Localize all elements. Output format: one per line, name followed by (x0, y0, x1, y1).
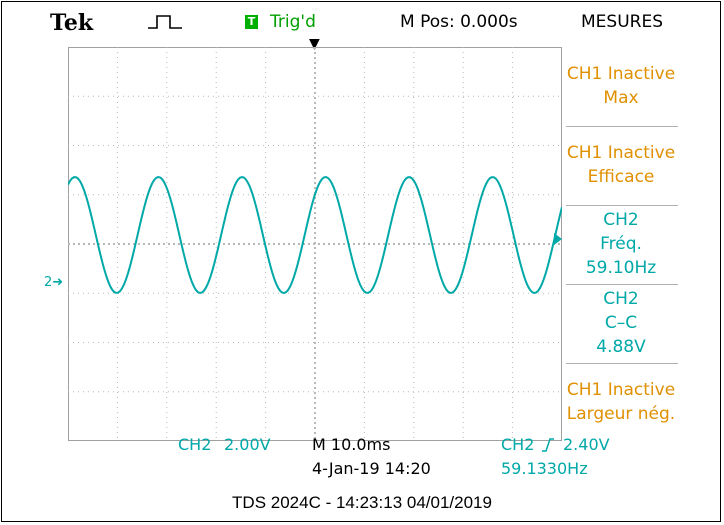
measure-1[interactable]: CH1 Inactive Max (562, 47, 680, 125)
measure-4-source: CH2 (603, 289, 639, 309)
main-position: M Pos: 0.000s (400, 12, 518, 32)
brand-logo: Tek (50, 10, 94, 36)
divider (566, 205, 678, 206)
menu-title: MESURES (581, 12, 663, 32)
trigger-level: 2.40V (563, 435, 610, 454)
graticule-grid (68, 47, 562, 441)
measure-4-type: C–C (604, 313, 638, 333)
trigger-source: CH2 (501, 435, 535, 454)
footer-caption: TDS 2024C - 14:23:13 04/01/2019 (232, 493, 492, 512)
trigger-level-marker (554, 233, 562, 245)
ch2-ground-marker: 2➜ (44, 275, 64, 290)
measure-5[interactable]: CH1 Inactive Largeur nég. (562, 363, 680, 441)
measure-3-source: CH2 (603, 210, 639, 230)
ch2-scale: 2.00V (224, 435, 271, 454)
scope-screen: Tek T Trig'd M Pos: 0.000s MESURES ▼ 2➜ … (44, 10, 680, 488)
ch2-waveform (68, 175, 562, 295)
measure-4-value: 4.88V (596, 337, 646, 357)
trigger-frequency: 59.1330Hz (501, 459, 588, 478)
measure-5-source: CH1 Inactive (566, 380, 676, 400)
waveform-graticule (68, 47, 562, 441)
measure-3[interactable]: CH2 Fréq. 59.10Hz (562, 205, 680, 283)
measure-4[interactable]: CH2 C–C 4.88V (562, 284, 680, 362)
rising-edge-icon (542, 438, 554, 452)
trigger-position-marker: ▼ (309, 36, 320, 52)
trigger-status: Trig'd (270, 12, 316, 32)
measure-2[interactable]: CH1 Inactive Efficace (562, 126, 680, 204)
pulse-icon (148, 15, 182, 29)
measure-2-type: Efficace (587, 167, 655, 187)
measure-5-type: Largeur nég. (566, 404, 676, 424)
divider (566, 126, 678, 127)
measure-1-type: Max (603, 88, 639, 108)
ch2-label: CH2 (178, 435, 212, 454)
divider (566, 363, 678, 364)
measure-3-type: Fréq. (600, 234, 642, 254)
date-time: 4-Jan-19 14:20 (312, 459, 431, 478)
measure-2-source: CH1 Inactive (566, 143, 676, 163)
measure-1-source: CH1 Inactive (566, 64, 676, 84)
trigger-status-icon: T (245, 15, 258, 29)
measure-3-value: 59.10Hz (585, 258, 657, 278)
divider (566, 284, 678, 285)
timebase: M 10.0ms (312, 435, 391, 454)
